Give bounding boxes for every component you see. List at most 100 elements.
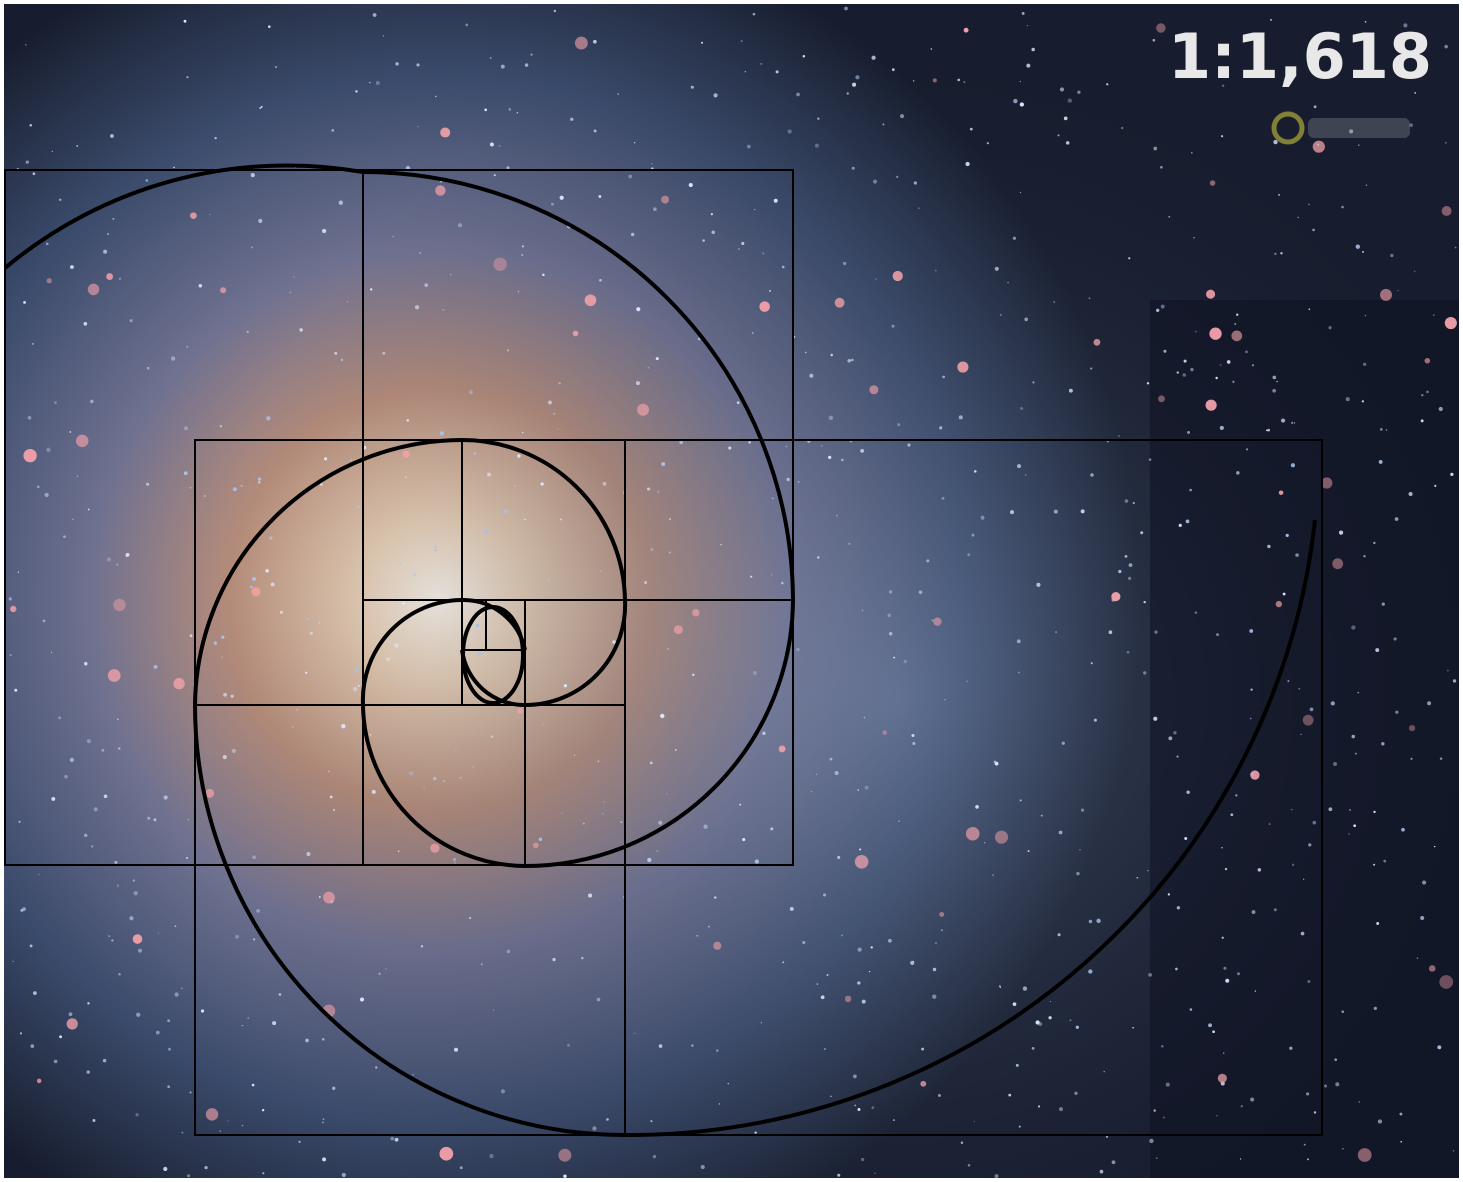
star [888,632,893,636]
star [489,1154,494,1159]
star [859,848,862,851]
star [289,291,292,294]
star [660,713,665,719]
star [356,505,361,509]
star [1409,123,1413,128]
star [771,497,774,500]
spiral-core [461,605,525,705]
star [1307,1158,1309,1161]
star [1090,473,1094,477]
star [416,63,420,67]
star [1075,1025,1079,1029]
star [493,174,496,177]
star [720,543,722,546]
star [580,956,584,960]
star [1452,679,1457,683]
star [1019,799,1022,802]
star [1365,184,1368,186]
star [938,1094,941,1097]
star [205,788,215,798]
star [477,651,482,656]
star [820,995,825,1000]
star [830,353,833,357]
star [452,858,457,862]
star [657,490,660,494]
star [768,289,772,292]
star [1428,965,1436,972]
star [392,235,394,238]
star [668,518,672,521]
star [1036,582,1041,587]
star [36,485,40,489]
star [93,807,98,812]
star [630,232,635,237]
star [1427,701,1432,706]
star [1155,1157,1158,1159]
star [561,812,564,814]
star [71,518,74,521]
star [1124,554,1128,558]
star [934,942,938,945]
star [1024,474,1027,476]
star [1373,1006,1377,1011]
star [168,1047,171,1051]
star [1008,1093,1012,1097]
star [810,790,813,793]
star [552,957,556,962]
star [506,166,510,170]
star [382,35,385,37]
star [897,423,901,427]
star [66,1018,78,1030]
star [319,483,323,486]
star [318,896,321,898]
star [541,723,544,726]
star [250,246,253,249]
star [500,1089,506,1094]
star [1357,1148,1372,1162]
star [1278,490,1284,495]
star [748,441,751,444]
star [1007,281,1009,284]
star [351,431,353,434]
star [332,1086,336,1090]
star [860,1157,865,1162]
star [666,793,668,795]
star [1313,1111,1317,1114]
star [332,808,336,812]
star [521,253,524,257]
star [29,123,33,127]
star [596,997,601,1002]
star [220,287,227,294]
star [1105,1135,1109,1138]
star [440,127,451,138]
star [661,462,666,467]
star [815,773,818,776]
star [821,445,823,447]
star [375,1066,378,1069]
star [1335,1082,1340,1087]
star [1080,808,1085,812]
star [718,1103,720,1105]
star [213,641,218,645]
star [1251,364,1255,367]
star [25,160,29,164]
star [864,785,869,790]
star [652,1154,657,1159]
star [848,542,851,545]
star [1249,717,1252,720]
star [17,571,20,573]
star [1160,166,1163,169]
star [1074,1091,1078,1095]
star [1358,1101,1360,1103]
star [46,447,51,452]
star [651,163,653,165]
star [1437,1045,1442,1050]
star [136,1012,141,1017]
star [592,1126,597,1131]
star [1026,63,1031,68]
star [1363,362,1367,366]
star [754,859,759,864]
star [1156,308,1160,312]
rectangle [194,439,1323,1136]
star [1364,314,1367,317]
